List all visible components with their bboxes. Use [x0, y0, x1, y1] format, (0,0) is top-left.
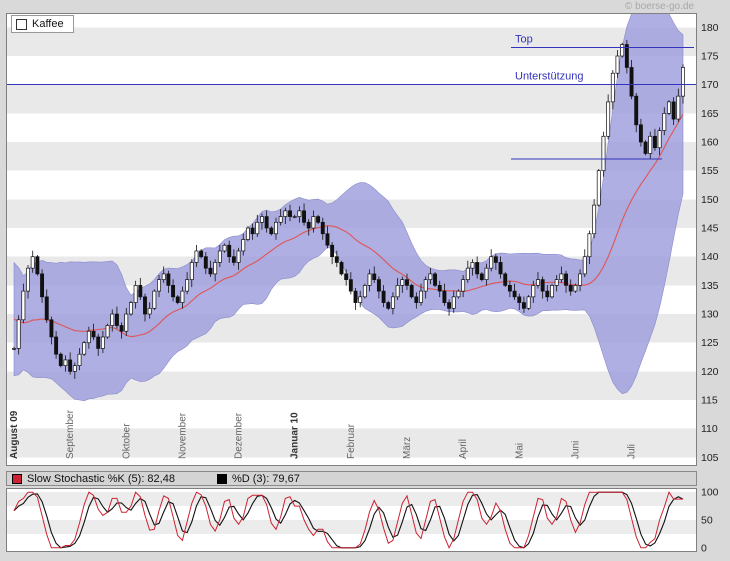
- x-axis-month-label: Februar: [346, 423, 357, 459]
- x-axis-month-label: März: [402, 437, 413, 459]
- y-axis-tick-label: 175: [701, 51, 719, 63]
- y-axis-tick-label: 120: [701, 366, 719, 378]
- watermark: © boerse-go.de: [624, 1, 694, 12]
- y-axis-tick-label: 165: [701, 108, 719, 120]
- moving-average-line: [13, 113, 684, 338]
- y-axis-tick-label: 170: [701, 79, 719, 91]
- y-axis-tick-label: 160: [701, 137, 719, 149]
- top-line-label: Top: [515, 33, 533, 45]
- series-label: Kaffee: [32, 18, 64, 30]
- y-axis-tick-label: 110: [701, 423, 718, 435]
- stoch-d-swatch: [216, 473, 227, 484]
- stoch-y-tick-label: 100: [701, 487, 719, 499]
- stoch-k-label: Slow Stochastic %K (5): 82,48: [27, 472, 175, 485]
- stoch-d-group: %D (3): 79,67: [216, 472, 300, 485]
- y-axis-tick-label: 150: [701, 194, 719, 206]
- stoch-plot-border: [6, 488, 697, 552]
- stoch-k-line: [13, 491, 683, 549]
- stochastic-chart[interactable]: 100 50 0: [0, 470, 730, 561]
- x-axis-month-label: Juli: [627, 444, 638, 459]
- candles-layer: [12, 39, 685, 379]
- price-plot-border: [6, 13, 697, 466]
- y-axis-tick-label: 115: [701, 395, 718, 407]
- x-axis-month-label: November: [177, 412, 188, 459]
- y-axis-tick-label: 130: [701, 309, 719, 321]
- x-axis-month-label: Dezember: [234, 412, 245, 459]
- stoch-y-tick-label: 50: [701, 515, 713, 527]
- x-axis-month-label: Mai: [514, 443, 525, 459]
- price-plot-area: Top Unterstützung August 09 September Oktobe…: [6, 13, 697, 466]
- x-axis-month-label: August 09: [9, 410, 20, 459]
- y-axis-tick-label: 135: [701, 280, 719, 292]
- stoch-y-tick-label: 0: [701, 542, 707, 554]
- y-axis-tick-label: 145: [701, 223, 719, 235]
- x-axis-month-label: Juni: [570, 441, 581, 459]
- price-legend: Kaffee: [11, 15, 74, 33]
- support-line-label: Unterstützung: [515, 71, 583, 83]
- y-axis-tick-label: 105: [701, 452, 719, 464]
- stoch-k-swatch: [12, 473, 22, 484]
- x-axis-month-label: Januar 10: [290, 412, 301, 459]
- x-axis-month-label: September: [65, 409, 76, 459]
- stoch-d-label: %D (3): 79,67: [231, 472, 300, 485]
- x-axis-month-label: Oktober: [121, 423, 132, 459]
- x-axis-month-label: April: [458, 439, 469, 459]
- series-checkbox[interactable]: [16, 18, 27, 30]
- price-chart[interactable]: Top Unterstützung August 09 September Oktobe…: [0, 0, 730, 470]
- bollinger-band: [13, 13, 684, 402]
- y-axis-tick-label: 180: [701, 22, 719, 34]
- stoch-legend: Slow Stochastic %K (5): 82,48 %D (3): 79…: [6, 471, 697, 486]
- y-axis-tick-label: 155: [701, 165, 719, 177]
- y-axis-tick-label: 125: [701, 337, 719, 349]
- y-axis-tick-label: 140: [701, 251, 719, 263]
